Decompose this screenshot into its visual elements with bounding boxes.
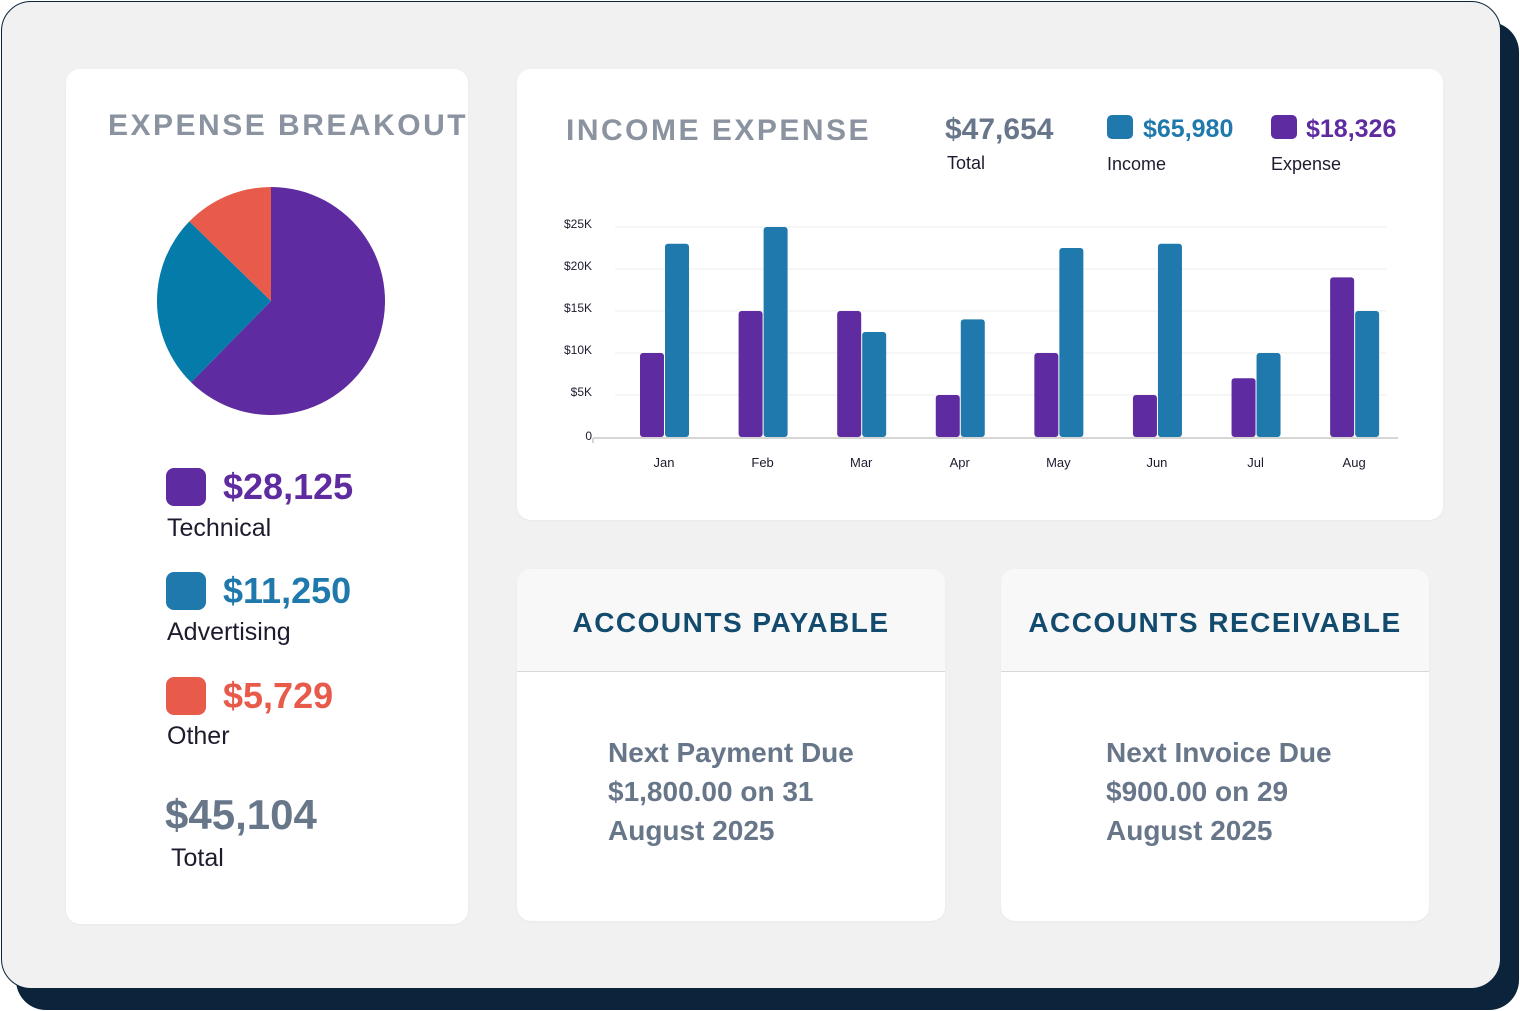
- bar-aug-income: [1355, 311, 1380, 437]
- bar-may-expense: [1034, 353, 1059, 437]
- y-tick-label: $25K: [564, 217, 592, 231]
- other-value: $5,729: [223, 675, 334, 716]
- technical-value: $28,125: [223, 466, 354, 507]
- expense-total-label: Total: [171, 844, 224, 872]
- bar-jul-income: [1256, 353, 1281, 437]
- next-invoice-line-1: Next Invoice Due: [1106, 737, 1332, 768]
- advertising-label: Advertising: [167, 618, 291, 646]
- next-invoice-line-3: August 2025: [1106, 815, 1273, 846]
- bar-aug-expense: [1330, 277, 1355, 437]
- y-tick-label: $20K: [564, 259, 592, 273]
- other-swatch: [166, 677, 206, 715]
- next-invoice-info: Next Invoice Due $900.00 on 29 August 20…: [1106, 733, 1406, 850]
- bar-apr-income: [960, 319, 985, 437]
- bar-jun-expense: [1132, 395, 1157, 437]
- expense-swatch: [1271, 115, 1297, 139]
- expense-value: $18,326: [1306, 115, 1397, 143]
- bar-may-income: [1059, 248, 1084, 437]
- x-tick-label: Jan: [654, 455, 675, 470]
- advertising-swatch: [166, 572, 206, 610]
- y-tick-label: $10K: [564, 343, 592, 357]
- x-tick-label: Mar: [850, 455, 873, 470]
- advertising-value: $11,250: [223, 570, 352, 611]
- x-tick-label: Jul: [1247, 455, 1264, 470]
- y-tick-label: 0: [585, 429, 592, 443]
- income-swatch: [1107, 115, 1133, 139]
- expense-label: Expense: [1271, 154, 1342, 174]
- bar-mar-income: [862, 332, 887, 437]
- other-label: Other: [167, 722, 230, 750]
- x-tick-label: Jun: [1146, 455, 1167, 470]
- accounts-receivable-title: ACCOUNTS RECEIVABLE: [1028, 607, 1402, 638]
- income-expense-bar-chart: 0 $5K $10K $15K $20K $25K Jan Feb Mar Apr May Jun Ju…: [564, 217, 1398, 470]
- expense-pie-chart: [157, 187, 385, 415]
- bar-jan-income: [665, 243, 689, 437]
- x-tick-label: Aug: [1343, 455, 1366, 470]
- bar-feb-expense: [738, 311, 763, 437]
- income-expense-title: INCOME EXPENSE: [566, 114, 872, 147]
- income-expense-total-value: $47,654: [945, 113, 1054, 146]
- bar-apr-expense: [935, 395, 960, 437]
- next-invoice-line-2: $900.00 on 29: [1106, 776, 1289, 807]
- y-tick-label: $5K: [571, 385, 592, 399]
- expense-breakout-card: EXPENSE BREAKOUT $28,125 Technical $11,2…: [66, 69, 468, 924]
- bar-feb-income: [763, 227, 788, 437]
- technical-swatch: [166, 468, 206, 506]
- income-label: Income: [1107, 154, 1167, 174]
- next-payment-line-3: August 2025: [608, 815, 775, 846]
- technical-label: Technical: [167, 514, 272, 542]
- accounts-payable-title: ACCOUNTS PAYABLE: [572, 607, 890, 638]
- next-payment-info: Next Payment Due $1,800.00 on 31 August …: [608, 733, 908, 850]
- expense-total-value: $45,104: [165, 791, 317, 838]
- bar-jun-income: [1157, 243, 1182, 437]
- accounts-receivable-card: ACCOUNTS RECEIVABLE Next Invoice Due $90…: [1001, 569, 1429, 921]
- bar-jul-expense: [1231, 378, 1256, 437]
- bar-mar-expense: [837, 311, 862, 437]
- accounts-payable-header: ACCOUNTS PAYABLE: [517, 569, 945, 672]
- accounts-receivable-header: ACCOUNTS RECEIVABLE: [1001, 569, 1429, 672]
- pie-slice-other: [189, 187, 271, 301]
- income-expense-card: 0 $5K $10K $15K $20K $25K Jan Feb Mar Apr May Jun Ju…: [517, 69, 1443, 520]
- y-tick-label: $15K: [564, 301, 592, 315]
- next-payment-line-1: Next Payment Due: [608, 737, 854, 768]
- pie-slice-advertising: [157, 221, 271, 383]
- next-payment-line-2: $1,800.00 on 31: [608, 776, 814, 807]
- income-expense-total-label: Total: [947, 153, 986, 173]
- pie-slice-technical: [191, 187, 385, 415]
- x-tick-label: Apr: [950, 455, 971, 470]
- accounts-payable-card: ACCOUNTS PAYABLE Next Payment Due $1,800…: [517, 569, 945, 921]
- x-tick-label: Feb: [751, 455, 773, 470]
- expense-breakout-title: EXPENSE BREAKOUT: [108, 109, 469, 142]
- bar-jan-expense: [640, 353, 664, 437]
- income-value: $65,980: [1143, 115, 1234, 143]
- x-tick-label: May: [1046, 455, 1071, 470]
